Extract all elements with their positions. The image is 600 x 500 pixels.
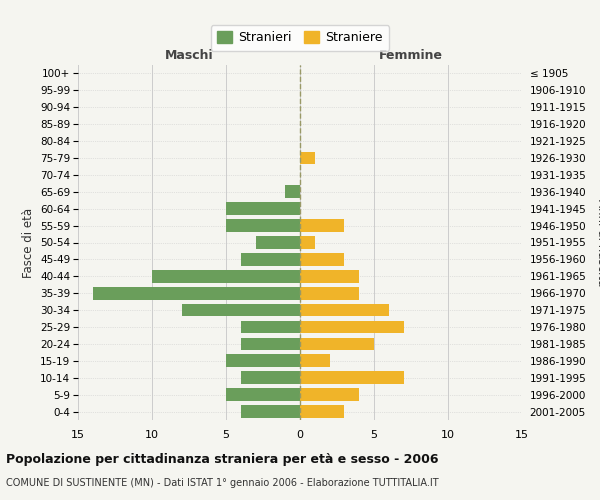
Bar [300, 388, 359, 401]
Y-axis label: Anni di nascita: Anni di nascita [595, 199, 600, 286]
Bar [226, 388, 300, 401]
Bar [241, 320, 300, 334]
Bar [226, 354, 300, 367]
Bar [226, 202, 300, 215]
Bar [241, 372, 300, 384]
Bar [300, 253, 344, 266]
Bar [226, 220, 300, 232]
Text: COMUNE DI SUSTINENTE (MN) - Dati ISTAT 1° gennaio 2006 - Elaborazione TUTTITALIA: COMUNE DI SUSTINENTE (MN) - Dati ISTAT 1… [6, 478, 439, 488]
Bar [300, 287, 359, 300]
Text: Popolazione per cittadinanza straniera per età e sesso - 2006: Popolazione per cittadinanza straniera p… [6, 452, 439, 466]
Bar [152, 270, 300, 282]
Bar [300, 320, 404, 334]
Y-axis label: Fasce di età: Fasce di età [22, 208, 35, 278]
Bar [300, 354, 329, 367]
Bar [300, 220, 344, 232]
Bar [241, 253, 300, 266]
Bar [300, 372, 404, 384]
Text: Maschi: Maschi [164, 48, 214, 62]
Text: Femmine: Femmine [379, 48, 443, 62]
Legend: Stranieri, Straniere: Stranieri, Straniere [211, 25, 389, 50]
Bar [300, 405, 344, 418]
Bar [300, 152, 315, 164]
Bar [285, 186, 300, 198]
Bar [93, 287, 300, 300]
Bar [300, 270, 359, 282]
Bar [300, 236, 315, 249]
Bar [241, 338, 300, 350]
Bar [300, 338, 374, 350]
Bar [256, 236, 300, 249]
Bar [182, 304, 300, 316]
Bar [241, 405, 300, 418]
Bar [300, 304, 389, 316]
